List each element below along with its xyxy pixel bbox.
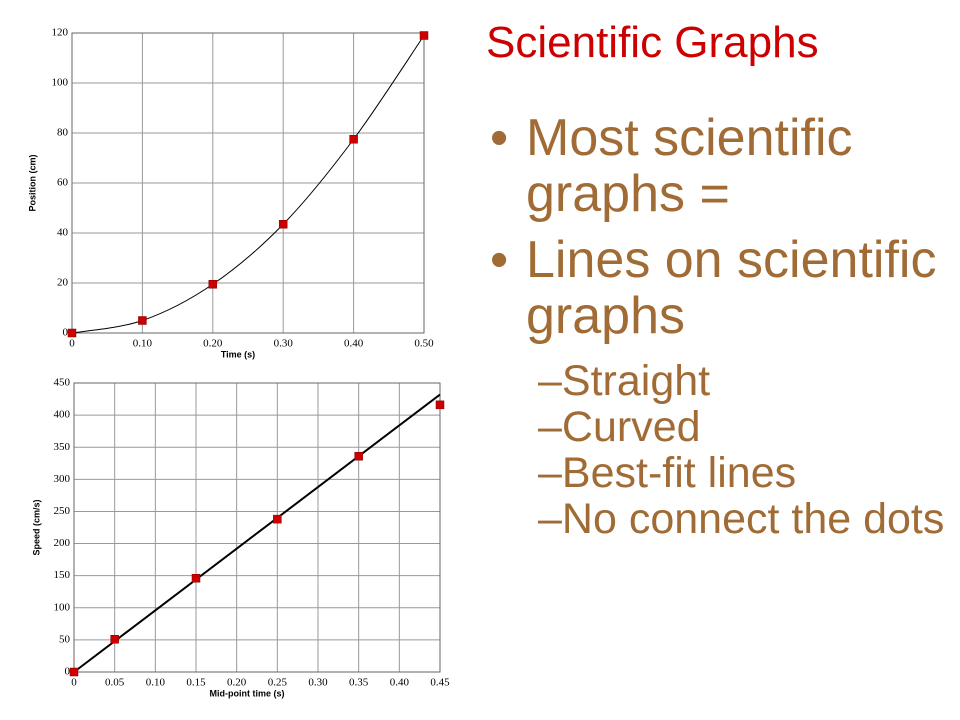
bullet-marker: • [490,231,509,289]
data-point [208,280,218,289]
y-tick-label: 20 [57,277,69,289]
x-tick-label: 0.40 [390,677,410,689]
data-point [67,328,77,338]
y-axis-label: Speed (cm/s) [31,499,41,555]
data-point [278,220,288,229]
sub-bullet: –Straight [538,357,711,405]
y-tick-label: 80 [57,127,69,139]
x-tick-label: 0.40 [344,338,364,350]
x-tick-label: 0.10 [146,677,166,689]
sub-bullet: –Best-fit lines [538,449,797,497]
charts: 0 20 40 60 80 100 120 0 0.10 0.20 0.30 0.40 0.50 Time… [27,27,450,699]
y-tick-label: 100 [52,77,69,89]
y-tick-label: 400 [54,409,71,421]
bullet: • Most scientific graphs = [490,110,955,222]
x-tick-label: 0.50 [414,338,434,350]
data-point [435,400,445,410]
x-tick-label: 0.35 [349,677,369,689]
data-point [349,135,358,144]
x-tick-label: 0.30 [308,677,328,689]
sub-bullet: –No connect the dots [538,495,945,543]
y-tick-label: 0 [63,327,69,339]
data-point [273,514,282,524]
bullet-text: Most scientific graphs = [526,109,853,223]
y-tick-label: 40 [57,227,69,239]
x-tick-label: 0.15 [186,677,206,689]
fit-line [73,393,441,673]
y-tick-label: 60 [57,177,69,189]
data-point [110,634,119,644]
y-tick-label: 150 [54,569,71,581]
x-tick-label: 0.30 [274,338,294,350]
chart: 0 20 40 60 80 100 120 0 0.10 0.20 0.30 0.40 0.50 Time… [27,27,434,360]
bullet-marker: • [490,109,509,167]
x-tick-label: 0.20 [203,338,223,350]
sub-bullet: –Curved [538,403,701,451]
x-tick-label: 0.25 [268,677,288,689]
y-tick-label: 100 [54,601,71,613]
x-tick-label: 0.05 [105,677,125,689]
y-tick-label: 450 [54,377,71,389]
plot-frame [71,32,425,334]
data-point [354,451,363,461]
x-tick-label: 0.20 [227,677,247,689]
y-tick-label: 0 [65,666,71,678]
x-tick-label: 0 [69,338,75,350]
bullet-text: Lines on scientific graphs [526,231,937,345]
chart: 0 50 100 150 200 250 300 350 400 450 0 0.05 0.10 0.15… [31,377,450,699]
y-tick-label: 120 [52,27,69,39]
y-tick-label: 200 [54,537,71,549]
x-axis-label: Mid-point time (s) [210,688,285,698]
fit-curve [71,35,425,334]
data-point [419,31,429,40]
bullet: • Lines on scientific graphs [490,232,955,344]
data-point [138,316,147,325]
x-tick-label: 0 [71,677,77,689]
slide-title: Scientific Graphs [486,18,819,67]
y-axis-label: Position (cm) [27,154,37,211]
y-tick-label: 300 [54,473,71,485]
x-axis-label: Time (s) [221,349,255,359]
y-tick-label: 250 [54,505,71,517]
plot-frame [73,382,441,673]
data-point [191,573,201,583]
sub-bullets: –Straight –Curved –Best-fit lines –No conne… [490,358,955,542]
y-tick-label: 50 [59,633,71,645]
x-tick-label: 0.45 [430,677,450,689]
data-point [69,667,79,677]
x-tick-label: 0.10 [133,338,153,350]
y-tick-label: 350 [54,441,71,453]
bullet-list: • Most scientific graphs = • Lines on scien… [490,110,955,542]
